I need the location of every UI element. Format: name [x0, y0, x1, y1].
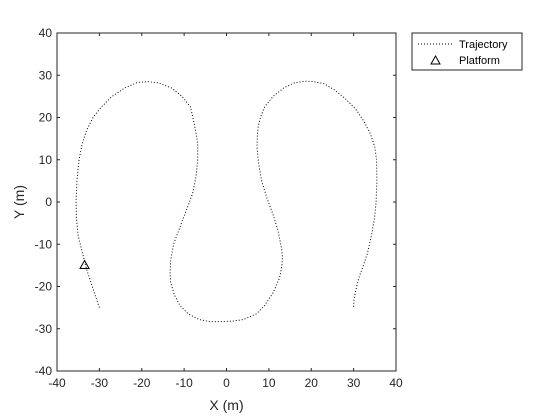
x-tick-label: 0 [223, 376, 230, 390]
y-tick-label: -10 [35, 237, 53, 251]
plot-area [56, 32, 397, 372]
y-tick-label: 30 [39, 68, 53, 82]
legend-trajectory-label: Trajectory [459, 39, 508, 51]
x-tick-label: 20 [305, 376, 319, 390]
y-tick-label: 0 [45, 195, 52, 209]
trajectory-line [75, 80, 378, 323]
x-tick-label: 40 [389, 376, 403, 390]
x-tick-label: 10 [262, 376, 276, 390]
y-tick-label: 20 [39, 111, 53, 125]
legend: Trajectory Platform [411, 32, 523, 71]
y-tick-label: -30 [35, 322, 53, 336]
legend-platform-label: Platform [459, 55, 500, 67]
axis-ticks: -40 -30 -20 -10 0 10 20 30 40 -40 -30 -20 -10 0 10 20 30… [35, 26, 403, 390]
x-tick-label: -40 [48, 376, 66, 390]
x-axis-label: X (m) [209, 397, 243, 413]
y-tick-label: 10 [39, 153, 53, 167]
x-tick-label: -30 [91, 376, 109, 390]
y-axis-label: Y (m) [11, 185, 27, 219]
trajectory-series [75, 80, 378, 323]
y-tick-label: -40 [35, 364, 53, 378]
y-tick-label: 40 [39, 26, 53, 40]
legend-platform-marker [430, 54, 441, 65]
platform-marker [79, 259, 90, 270]
platform-series [79, 259, 90, 270]
x-tick-label: -20 [133, 376, 151, 390]
x-tick-label: 30 [347, 376, 361, 390]
y-tick-label: -20 [35, 280, 53, 294]
legend-box [411, 32, 523, 71]
x-tick-label: -10 [175, 376, 193, 390]
